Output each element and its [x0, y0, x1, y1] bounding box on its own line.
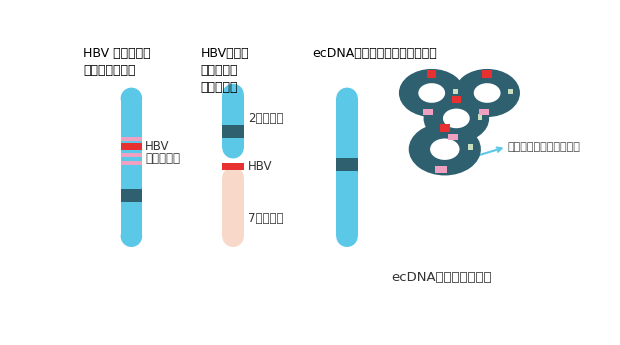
- Bar: [435, 166, 446, 173]
- Text: HBV組み込
みを介した
染色体転座: HBV組み込 みを介した 染色体転座: [201, 47, 249, 94]
- Bar: [482, 70, 492, 78]
- Bar: [427, 70, 436, 78]
- Bar: [222, 125, 244, 138]
- Bar: [453, 89, 458, 94]
- Ellipse shape: [399, 69, 464, 117]
- Bar: [440, 124, 450, 132]
- Text: HBV: HBV: [247, 160, 272, 172]
- Bar: [121, 154, 142, 157]
- Text: 7番染色体: 7番染色体: [247, 212, 283, 225]
- Bar: [121, 98, 142, 236]
- Bar: [477, 114, 482, 119]
- Text: 2番染色体: 2番染色体: [247, 112, 283, 125]
- Ellipse shape: [443, 109, 470, 128]
- Ellipse shape: [336, 225, 358, 247]
- Ellipse shape: [336, 88, 358, 109]
- Bar: [336, 158, 358, 171]
- Ellipse shape: [222, 84, 244, 105]
- Text: ecDNAコピー数が増加: ecDNAコピー数が増加: [391, 271, 492, 284]
- Bar: [336, 98, 358, 236]
- Text: ecDNAの形成とがん遺伝子増幅: ecDNAの形成とがん遺伝子増幅: [312, 47, 437, 60]
- Bar: [222, 178, 244, 236]
- Bar: [423, 109, 433, 115]
- Ellipse shape: [222, 225, 244, 247]
- Bar: [448, 134, 458, 140]
- Ellipse shape: [423, 94, 489, 142]
- Ellipse shape: [222, 137, 244, 158]
- Bar: [121, 161, 142, 165]
- Ellipse shape: [418, 83, 445, 103]
- Text: がん遺伝子も一緒に増幅: がん遺伝子も一緒に増幅: [508, 142, 581, 152]
- Bar: [222, 95, 244, 148]
- Text: HBV: HBV: [428, 100, 453, 114]
- Bar: [452, 96, 461, 103]
- Ellipse shape: [121, 88, 142, 109]
- Bar: [508, 89, 513, 94]
- Text: がん遺伝子: がん遺伝子: [145, 152, 180, 165]
- Bar: [468, 144, 473, 150]
- Ellipse shape: [121, 225, 142, 247]
- Text: HBV のヒトゲノ
ムへの組み込み: HBV のヒトゲノ ムへの組み込み: [83, 47, 151, 77]
- Ellipse shape: [454, 69, 520, 117]
- Ellipse shape: [409, 123, 481, 176]
- Bar: [479, 109, 489, 115]
- Text: HBV: HBV: [145, 140, 170, 154]
- Ellipse shape: [222, 167, 244, 188]
- Bar: [121, 144, 142, 150]
- Bar: [222, 163, 244, 170]
- Ellipse shape: [430, 138, 459, 160]
- Bar: [121, 189, 142, 201]
- Bar: [121, 137, 142, 141]
- Ellipse shape: [474, 83, 500, 103]
